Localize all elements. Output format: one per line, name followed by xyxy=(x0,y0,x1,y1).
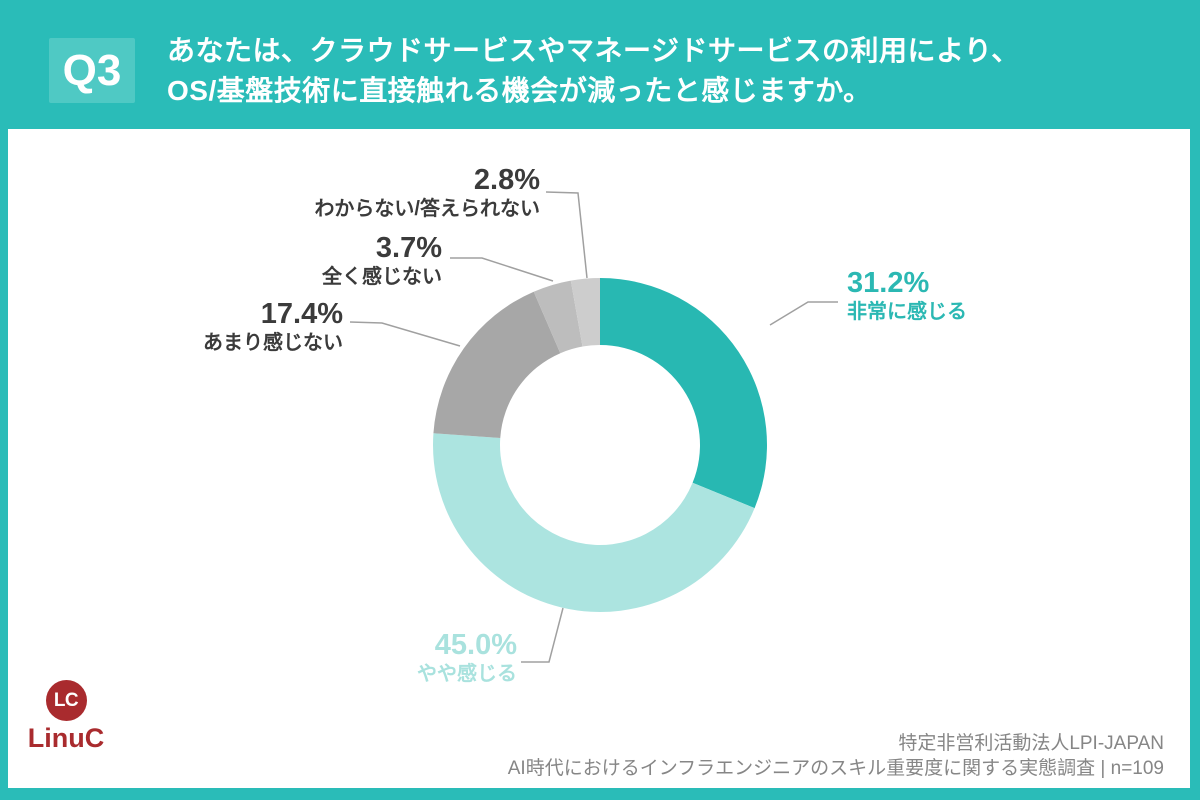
leader-line-rarely xyxy=(349,321,461,347)
linuc-logo-mark-text: LC xyxy=(53,689,79,711)
linuc-logo-mark: LC xyxy=(45,680,87,721)
callout-unknown-label: わからない/答えられない xyxy=(314,198,540,220)
callout-unknown-value: 2.8% xyxy=(473,164,540,196)
callout-somewhat-value: 45.0% xyxy=(434,629,517,661)
callout-unknown: 2.8% わからない/答えられない xyxy=(314,165,540,222)
question-badge-label: Q3 xyxy=(62,45,122,95)
leader-line-strongly xyxy=(769,301,838,326)
leader-line-unknown xyxy=(545,191,588,279)
donut-slice-1 xyxy=(433,433,755,612)
question-title: あなたは、クラウドサービスやマネージドサービスの利用により、 OS/基盤技術に直… xyxy=(167,31,1020,111)
donut-slice-4 xyxy=(570,278,600,347)
callout-somewhat: 45.0% やや感じる xyxy=(417,630,517,687)
callout-rarely-value: 17.4% xyxy=(260,298,343,330)
donut-slice-2 xyxy=(433,291,561,438)
chart-panel: 2.8% わからない/答えられない 3.7% 全く感じない 17.4% あまり感… xyxy=(8,129,1190,788)
question-title-line1: あなたは、クラウドサービスやマネージドサービスの利用により、 xyxy=(167,35,1020,66)
donut-slices xyxy=(433,278,767,612)
question-badge: Q3 xyxy=(49,38,135,103)
linuc-logo-name: LinuC xyxy=(27,723,105,753)
callout-never-value: 3.7% xyxy=(375,232,442,264)
linuc-logo: LC LinuC xyxy=(18,680,114,754)
callout-rarely-label: あまり感じない xyxy=(203,332,343,354)
callout-rarely: 17.4% あまり感じない xyxy=(203,299,343,356)
donut-slice-0 xyxy=(600,278,767,509)
callout-somewhat-label: やや感じる xyxy=(417,663,517,685)
leader-line-somewhat xyxy=(521,607,564,663)
callout-never-label: 全く感じない xyxy=(322,266,442,288)
callout-strongly: 31.2% 非常に感じる xyxy=(847,268,967,325)
callout-strongly-label: 非常に感じる xyxy=(847,301,967,323)
source-note: 特定非営利活動法人LPI-JAPAN AI時代におけるインフラエンジニアのスキル… xyxy=(508,731,1164,781)
source-org: 特定非営利活動法人LPI-JAPAN xyxy=(898,733,1164,754)
leader-line-never xyxy=(450,257,554,282)
header: Q3 あなたは、クラウドサービスやマネージドサービスの利用により、 OS/基盤技… xyxy=(0,0,1200,129)
source-survey: AI時代におけるインフラエンジニアのスキル重要度に関する実態調査 | n=109 xyxy=(507,758,1164,779)
donut-slice-3 xyxy=(533,280,583,354)
callout-never: 3.7% 全く感じない xyxy=(322,233,442,290)
callout-strongly-value: 31.2% xyxy=(847,267,930,299)
question-title-line2: OS/基盤技術に直接触れる機会が減ったと感じますか。 xyxy=(167,75,872,106)
donut-chart xyxy=(349,191,838,663)
